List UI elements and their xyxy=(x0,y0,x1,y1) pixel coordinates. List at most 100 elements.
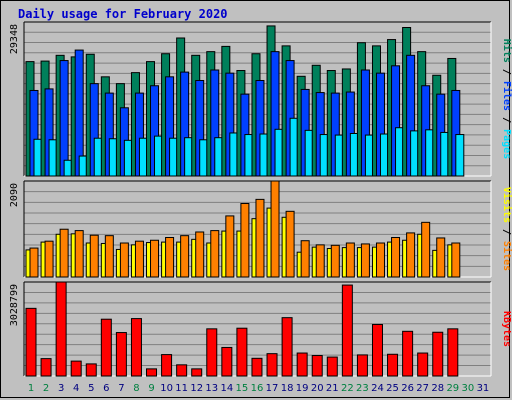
sites-bar xyxy=(436,237,446,278)
kbytes-bar xyxy=(25,307,37,377)
kbytes-bar xyxy=(251,357,263,377)
x-tick-label: 4 xyxy=(73,383,79,394)
sites-bar xyxy=(375,242,385,278)
sites-bar xyxy=(59,228,69,278)
kbytes-bar xyxy=(70,360,82,377)
sites-bar xyxy=(44,240,54,278)
kbytes-bar xyxy=(296,352,308,377)
kbytes-bar xyxy=(161,354,173,377)
sites-bar xyxy=(180,235,190,278)
kbytes-bar xyxy=(206,328,218,377)
sites-bar xyxy=(240,203,250,278)
y-max-label-visits: 2090 xyxy=(9,183,20,207)
legend-kbytes: KBytes xyxy=(501,311,512,347)
kbytes-bar xyxy=(130,318,142,377)
kbytes-bar xyxy=(341,284,353,377)
x-tick-label: 3 xyxy=(58,383,64,394)
kbytes-bar xyxy=(402,330,414,377)
legend-hits-separator: / xyxy=(501,63,512,81)
legend-hits: Hits / Files / Pages xyxy=(501,39,512,159)
legend-kbytes-kbytes: KBytes xyxy=(501,311,512,347)
sites-bar xyxy=(421,221,431,278)
kbytes-bar xyxy=(447,328,459,377)
sites-bar xyxy=(210,230,220,278)
x-tick-label: 31 xyxy=(477,383,490,394)
sites-bar xyxy=(360,243,370,278)
kbytes-bar xyxy=(191,368,203,377)
x-tick-label: 20 xyxy=(311,383,324,394)
pages-bar xyxy=(455,134,465,177)
kbytes-bar xyxy=(432,331,444,377)
sites-bar xyxy=(29,247,39,278)
kbytes-bar xyxy=(371,323,383,377)
sites-bar xyxy=(225,215,235,278)
x-tick-label: 11 xyxy=(175,383,188,394)
sites-bar xyxy=(255,198,265,278)
sites-bar xyxy=(165,236,175,278)
legend-visits-sites: Sites xyxy=(501,241,512,271)
x-tick-label: 15 xyxy=(236,383,249,394)
x-tick-label: 5 xyxy=(88,383,94,394)
x-tick-label: 21 xyxy=(326,383,339,394)
x-tick-label: 1 xyxy=(28,383,34,394)
x-tick-label: 22 xyxy=(341,383,354,394)
sites-bar xyxy=(391,236,401,278)
kbytes-bar xyxy=(100,318,112,377)
x-tick-label: 2 xyxy=(43,383,49,394)
x-tick-label: 18 xyxy=(281,383,294,394)
legend-visits-visits: Visits xyxy=(501,187,512,223)
kbytes-bar xyxy=(236,327,248,377)
kbytes-bar xyxy=(115,332,127,377)
x-tick-label: 17 xyxy=(266,383,279,394)
x-tick-label: 13 xyxy=(205,383,218,394)
kbytes-bar xyxy=(417,352,429,377)
x-tick-label: 14 xyxy=(220,383,233,394)
sites-bar xyxy=(104,235,114,278)
chart-title: Daily usage for February 2020 xyxy=(18,7,228,21)
kbytes-bar xyxy=(356,354,368,377)
x-tick-label: 28 xyxy=(431,383,444,394)
sites-bar xyxy=(89,234,99,278)
kbytes-bar xyxy=(281,317,293,377)
x-tick-label: 7 xyxy=(118,383,124,394)
sites-bar xyxy=(300,240,310,278)
x-tick-label: 10 xyxy=(160,383,173,394)
x-tick-label: 24 xyxy=(371,383,384,394)
sites-bar xyxy=(119,242,129,278)
kbytes-bar xyxy=(266,353,278,377)
sites-bar xyxy=(195,231,205,278)
y-max-label-kbytes: 3028799 xyxy=(9,284,20,326)
sites-bar xyxy=(451,242,461,278)
sites-bar xyxy=(150,239,160,278)
sites-bar xyxy=(270,180,280,278)
x-tick-label: 29 xyxy=(446,383,459,394)
x-tick-label: 9 xyxy=(148,383,154,394)
kbytes-bar xyxy=(176,364,188,377)
sites-bar xyxy=(285,210,295,278)
x-tick-label: 19 xyxy=(296,383,309,394)
sites-bar xyxy=(315,244,325,278)
kbytes-bar xyxy=(40,358,52,377)
kbytes-bar xyxy=(326,356,338,377)
sites-bar xyxy=(406,232,416,278)
x-tick-label: 6 xyxy=(103,383,109,394)
legend-hits-pages: Pages xyxy=(501,129,512,159)
legend-hits-files: Files xyxy=(501,81,512,111)
x-tick-label: 23 xyxy=(356,383,369,394)
y-max-label-hits: 29348 xyxy=(9,24,20,54)
legend-hits-separator: / xyxy=(501,111,512,129)
kbytes-bar xyxy=(85,363,97,377)
sites-bar xyxy=(74,230,84,278)
legend-visits-separator: / xyxy=(501,223,512,241)
sites-bar xyxy=(330,244,340,278)
x-tick-label: 25 xyxy=(386,383,399,394)
x-tick-label: 30 xyxy=(462,383,475,394)
kbytes-bar xyxy=(55,281,67,377)
x-tick-label: 26 xyxy=(401,383,414,394)
x-tick-label: 16 xyxy=(251,383,264,394)
legend-hits-hits: Hits xyxy=(501,39,512,63)
legend-visits: Visits / Sites xyxy=(501,187,512,271)
sites-bar xyxy=(134,240,144,278)
kbytes-bar xyxy=(387,353,399,377)
